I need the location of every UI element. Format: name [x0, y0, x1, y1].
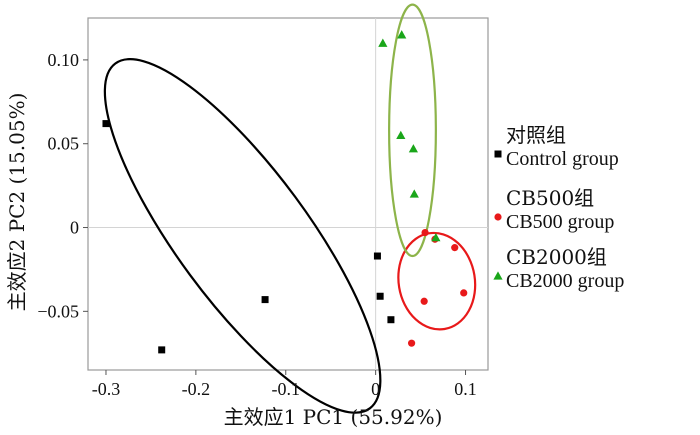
data-point-series-1: [373, 252, 381, 260]
y-tick-label: 0: [70, 218, 79, 238]
y-axis-title: 主效应2 PC2 (15.05%): [5, 93, 29, 312]
data-point-series-3: [431, 232, 441, 242]
data-point-series-3: [378, 38, 388, 47]
data-point-series-2: [460, 289, 468, 297]
data-point-series-2: [420, 297, 428, 305]
confidence-ellipse-1: [103, 58, 382, 414]
legend-marker-3: [493, 271, 503, 280]
legend-label-3: CB2000组: [506, 245, 607, 269]
y-tick-label: 0.10: [48, 50, 80, 70]
x-axis-title: 主效应1 PC1 (55.92%): [224, 405, 443, 429]
data-point-series-3: [396, 130, 406, 140]
x-tick-label: -0.3: [92, 379, 121, 399]
legend-sublabel-1: Control group: [506, 148, 619, 170]
data-point-series-3: [409, 189, 419, 198]
legend-sublabel-2: CB500 group: [506, 211, 614, 233]
x-tick-label: -0.2: [182, 379, 211, 399]
plot-frame: [87, 17, 489, 371]
data-point-series-1: [261, 296, 269, 304]
data-point-series-3: [408, 144, 418, 153]
confidence-ellipse-3: [388, 3, 437, 258]
data-point-series-1: [102, 120, 110, 128]
legend-label-2: CB500组: [506, 186, 594, 210]
y-tick-label: −0.05: [37, 301, 79, 321]
data-point-series-2: [407, 339, 416, 347]
legend-sublabel-3: CB2000 group: [506, 270, 624, 292]
legend-marker-2: [494, 213, 502, 221]
data-point-series-1: [376, 292, 384, 300]
confidence-ellipse-2: [397, 231, 477, 331]
x-tick-label: 0: [371, 379, 380, 399]
x-tick-label: 0.1: [454, 379, 477, 399]
y-tick-label: 0.05: [48, 134, 80, 154]
x-tick-label: -0.1: [272, 379, 301, 399]
legend-marker-1: [494, 150, 502, 158]
data-point-series-1: [158, 346, 166, 354]
legend-label-1: 对照组: [506, 123, 566, 147]
data-point-series-3: [397, 30, 407, 39]
data-point-series-1: [387, 316, 395, 324]
data-point-series-2: [451, 244, 459, 252]
data-point-series-2: [421, 228, 429, 237]
